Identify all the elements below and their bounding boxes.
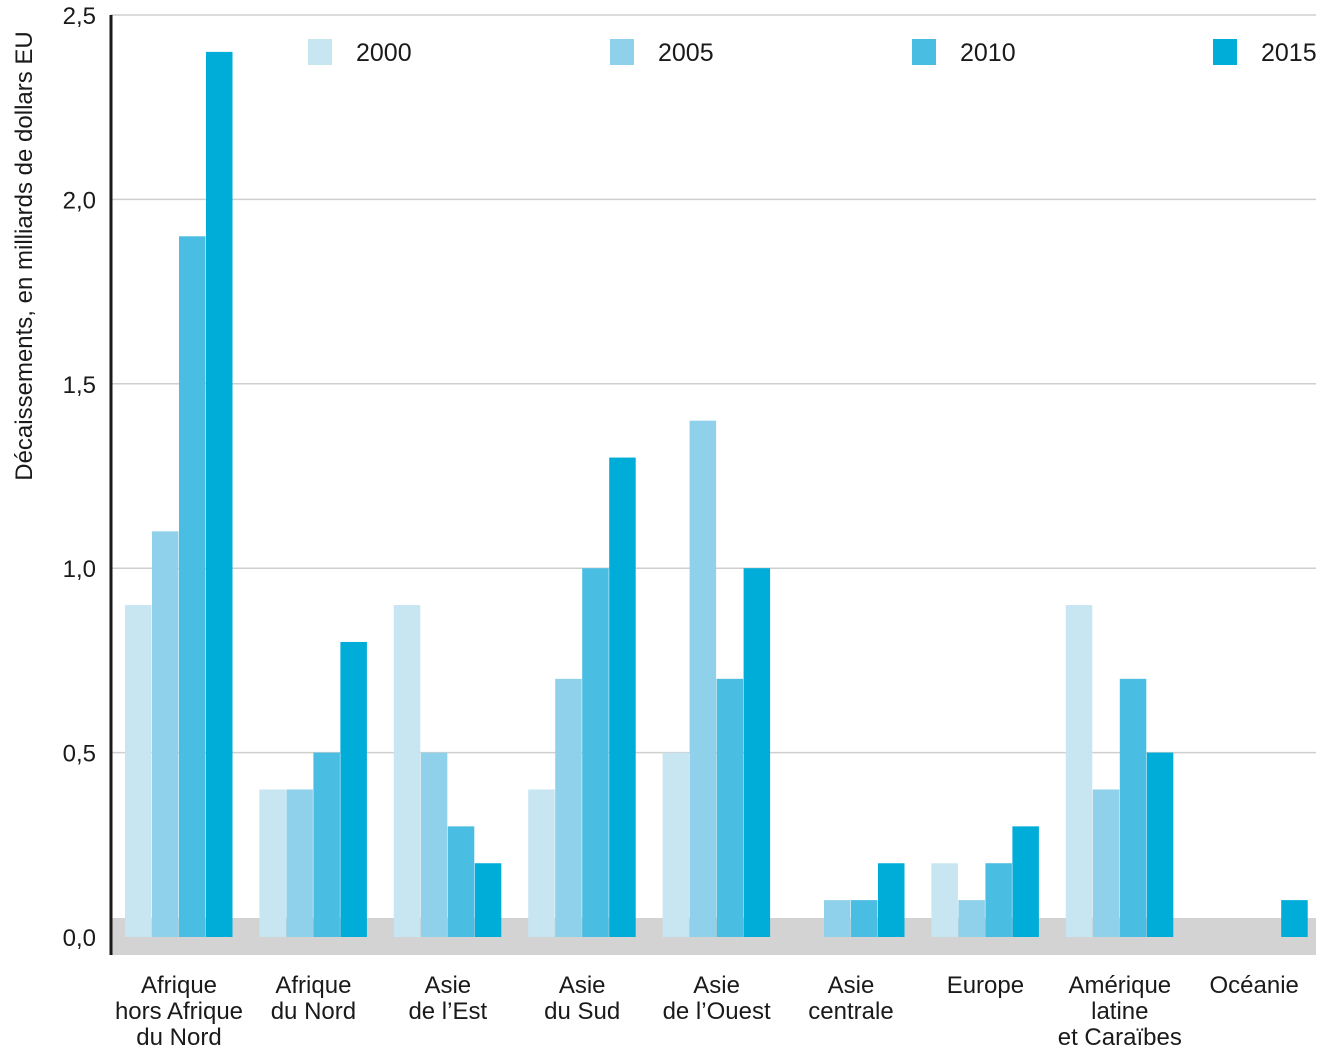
y-tick-label: 1,0 — [63, 556, 96, 583]
bar-2005-2 — [420, 752, 448, 937]
bar-2005-6 — [958, 900, 985, 937]
bar-2015-0 — [206, 51, 233, 937]
bar-2015-2 — [474, 863, 502, 937]
bar-2000-3 — [528, 789, 555, 937]
bar-2005-1 — [286, 789, 313, 937]
bar-2005-3 — [555, 678, 582, 937]
bar-2010-1 — [313, 752, 340, 937]
legend-swatch — [1213, 39, 1237, 65]
x-category-label: Asie de l’Est — [408, 972, 487, 1025]
bar-2010-3 — [582, 568, 609, 937]
bar-2000-4 — [662, 752, 690, 937]
bar-2000-6 — [931, 863, 958, 937]
bar-2015-6 — [1012, 826, 1039, 937]
legend-swatch — [912, 39, 936, 65]
x-category-label: Europe — [947, 972, 1024, 999]
bars — [125, 51, 1308, 937]
legend-item-2010: 2010 — [912, 39, 1016, 67]
y-tick-label: 0,0 — [63, 925, 96, 952]
legend-label: 2000 — [356, 39, 412, 67]
y-tick-labels: 0,0 0,5 1,0 1,5 2,0 2,5 — [63, 3, 96, 952]
grid — [111, 14, 1316, 754]
x-category-label: Amérique latine et Caraïbes — [1058, 972, 1182, 1048]
legend-swatch — [610, 39, 634, 65]
y-tick-label: 1,5 — [63, 372, 96, 399]
bar-2010-6 — [985, 863, 1012, 937]
y-tick-label: 0,5 — [63, 741, 96, 768]
bar-2015-8 — [1281, 900, 1308, 937]
legend-item-2005: 2005 — [610, 39, 714, 67]
bar-2000-1 — [259, 789, 286, 937]
legend: 2000 2005 2010 2015 — [308, 39, 1317, 67]
bar-2005-5 — [824, 900, 851, 937]
bar-2005-4 — [689, 420, 717, 937]
bar-2010-0 — [179, 236, 206, 937]
legend-label: 2010 — [960, 39, 1016, 67]
y-tick-label: 2,0 — [63, 187, 96, 214]
bar-2010-7 — [1119, 678, 1147, 937]
x-category-label: Océanie — [1210, 972, 1299, 999]
legend-label: 2015 — [1261, 39, 1317, 67]
bar-2015-3 — [609, 457, 636, 937]
legend-swatch — [308, 39, 332, 65]
x-category-labels: Afrique hors Afrique du Nord Afrique du Nord… — [115, 972, 1299, 1051]
legend-item-2000: 2000 — [308, 39, 412, 67]
bar-2010-2 — [447, 826, 475, 937]
x-category-label: Asie de l’Ouest — [663, 972, 771, 1025]
bar-2000-2 — [393, 605, 421, 937]
bar-2010-4 — [716, 678, 744, 937]
x-category-label: Asie du Sud — [544, 972, 620, 1025]
bar-2005-0 — [152, 531, 179, 937]
bar-2010-5 — [851, 900, 878, 937]
bar-2015-1 — [340, 641, 367, 937]
x-category-label: Asie centrale — [808, 972, 893, 1025]
bar-2015-5 — [878, 863, 905, 937]
bar-2000-7 — [1065, 605, 1093, 937]
bar-2000-0 — [125, 605, 152, 937]
y-tick-label: 2,5 — [63, 3, 96, 30]
y-axis-label: Décaissements, en milliards de dollars E… — [11, 31, 38, 481]
x-category-label: Afrique hors Afrique du Nord — [115, 972, 243, 1048]
legend-item-2015: 2015 — [1213, 39, 1317, 67]
x-category-label: Afrique du Nord — [271, 972, 356, 1025]
bar-2005-7 — [1092, 789, 1120, 937]
legend-label: 2005 — [658, 39, 714, 67]
bar-2015-4 — [743, 568, 771, 937]
bar-2015-7 — [1146, 752, 1174, 937]
